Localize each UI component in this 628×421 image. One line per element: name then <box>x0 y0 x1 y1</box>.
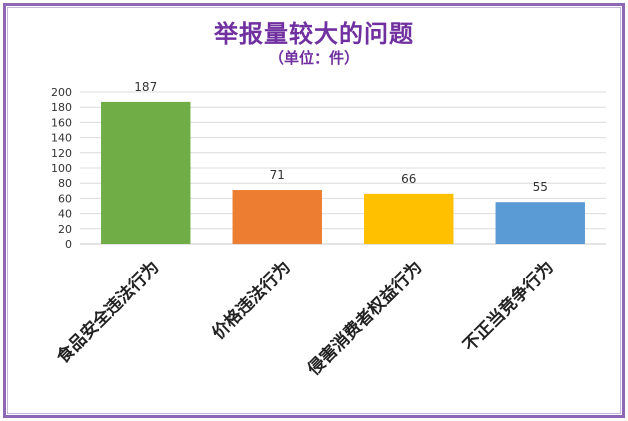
chart-title: 举报量较大的问题 <box>214 19 414 48</box>
chart-subtitle: （单位：件） <box>268 49 359 67</box>
y-tick-label: 200 <box>51 86 72 99</box>
y-tick-label: 20 <box>58 223 72 236</box>
category-label: 食品安全违法行为 <box>52 257 163 368</box>
data-label: 71 <box>270 168 285 182</box>
data-label: 66 <box>401 172 416 186</box>
y-tick-label: 0 <box>65 238 72 251</box>
y-tick-label: 100 <box>51 162 72 175</box>
y-tick-label: 120 <box>51 147 72 160</box>
bars <box>101 101 585 244</box>
y-tick-label: 140 <box>51 132 72 145</box>
category-label: 侵害消费者权益行为 <box>303 257 427 381</box>
y-tick-label: 80 <box>58 177 72 190</box>
chart-frame-inner-border <box>7 7 621 414</box>
bar <box>101 101 191 244</box>
y-tick-label: 160 <box>51 116 72 129</box>
category-label: 不正当竞争行为 <box>459 257 558 356</box>
category-labels: 食品安全违法行为 价格违法行为 侵害消费者权益行为 不正当竞争行为 <box>52 257 558 381</box>
y-tick-label: 40 <box>58 208 72 221</box>
y-axis-tick-labels: 0 20 40 60 80 100 120 140 160 180 200 <box>51 86 72 251</box>
data-labels: 187 71 66 55 <box>134 80 548 194</box>
data-label: 187 <box>134 80 157 94</box>
y-tick-label: 60 <box>58 192 72 205</box>
bar <box>232 190 322 244</box>
data-label: 55 <box>533 180 548 194</box>
bar <box>364 193 454 244</box>
y-tick-label: 180 <box>51 101 72 114</box>
category-label: 价格违法行为 <box>208 257 295 344</box>
bar <box>495 202 585 244</box>
